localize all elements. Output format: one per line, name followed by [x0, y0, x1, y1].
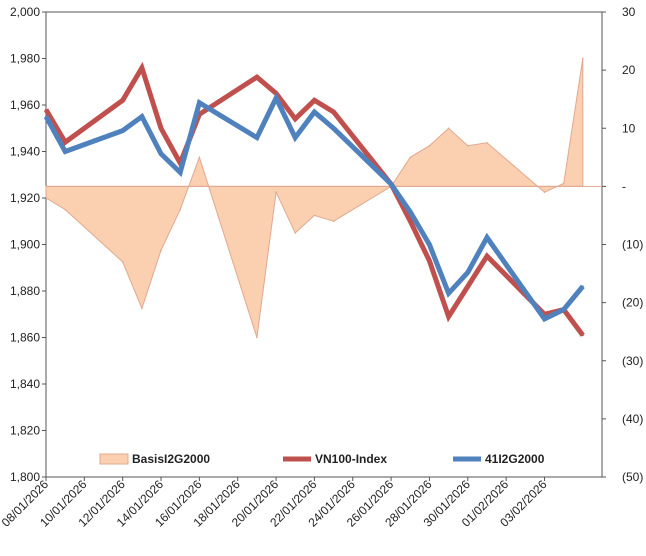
basis-point-11 [332, 220, 335, 222]
y-right-tick-label-1: (40) [622, 412, 643, 426]
basis-point-18 [543, 191, 546, 193]
basis-point-13 [409, 156, 412, 159]
y-left-tick-label-10: 2,000 [10, 5, 40, 19]
y-left-tick-label-6: 1,920 [10, 191, 40, 205]
basis-point-6 [198, 156, 201, 159]
vn100-index-point-10 [313, 99, 316, 102]
basis-point-2 [121, 261, 124, 263]
41i2g2000-point-17 [486, 236, 488, 239]
vn100-index-point-9 [294, 117, 297, 120]
y-left-tick-label-8: 1,960 [10, 98, 40, 112]
41i2g2000-point-9 [294, 136, 297, 139]
y-left-tick-label-4: 1,880 [10, 284, 40, 298]
41i2g2000-point-16 [466, 271, 469, 274]
y-left-tick-label-0: 1,800 [10, 470, 40, 484]
y-right-tick-label-4: (10) [622, 238, 643, 252]
41i2g2000-point-7 [255, 136, 258, 139]
vn100-index-point-19 [581, 334, 584, 337]
basis-point-20 [582, 57, 584, 60]
vn100-index-point-0 [45, 108, 47, 111]
vn100-index-point-3 [140, 66, 143, 69]
legend-label-vn100-index: VN100-Index [315, 452, 387, 466]
41i2g2000-point-18 [543, 317, 546, 320]
basis-point-8 [275, 191, 277, 193]
vn100-index-point-7 [255, 76, 258, 79]
41i2g2000-point-3 [140, 115, 143, 118]
41i2g2000-point-13 [409, 211, 412, 213]
y-right-tick-label-7: 20 [622, 63, 636, 77]
y-left-tick-label-2: 1,840 [10, 377, 40, 391]
41i2g2000-point-11 [332, 127, 335, 130]
axes: 1,800 1,820 1,840 1,860 1,880 1,900 1,920 1,940… [0, 5, 643, 530]
legend: BasisI2G2000 VN100-Index 41I2G2000 [99, 452, 545, 466]
basis-point-4 [160, 249, 162, 252]
basis-point-3 [141, 307, 143, 310]
legend-swatch-basisi2g2000 [99, 453, 129, 465]
basis-point-15 [447, 127, 450, 130]
line-series-layer [43, 61, 585, 337]
41i2g2000-point-2 [121, 129, 124, 132]
vn100-index-point-15 [447, 315, 450, 318]
y-left-tick-label-1: 1,820 [10, 424, 40, 438]
basis-point-7 [256, 336, 258, 339]
basis-point-1 [64, 208, 66, 211]
basis-point-17 [486, 142, 488, 144]
41i2g2000-point-6 [198, 101, 201, 104]
basis-point-19 [562, 182, 565, 185]
41i2g2000-point-4 [160, 152, 162, 155]
vn100-index-point-2 [121, 99, 124, 102]
y-left-tick-label-5: 1,900 [10, 238, 40, 252]
y-right-tick-label-5: - [622, 179, 626, 193]
basis-area [45, 58, 584, 338]
vn100-index-point-11 [332, 111, 335, 113]
basis-area-series [45, 57, 602, 339]
y-right-tick-label-0: (50) [622, 470, 643, 484]
y-right-tick-label-6: 10 [622, 121, 636, 135]
y-right-tick-label-2: (30) [622, 354, 643, 368]
y-left-tick-label-7: 1,940 [10, 145, 40, 159]
y-left-tick-label-3: 1,860 [10, 331, 40, 345]
vn100-index-point-1 [64, 141, 67, 144]
basis-point-14 [428, 144, 431, 147]
41i2g2000-point-20 [581, 285, 584, 288]
basis-point-5 [179, 208, 181, 211]
vn100-index-point-16 [486, 255, 488, 258]
vn100-index-point-14 [428, 259, 431, 262]
41i2g2000-point-12 [390, 183, 393, 186]
41i2g2000-point-8 [275, 97, 278, 99]
y-right-tick-label-8: 30 [622, 5, 636, 19]
vn100-index-point-4 [160, 127, 162, 130]
legend-label-41i2g2000: 41I2G2000 [485, 452, 545, 466]
basis-point-9 [294, 232, 297, 234]
41i2g2000-point-5 [179, 171, 182, 174]
y-left-tick-label-9: 1,980 [10, 52, 40, 66]
basis-point-10 [313, 214, 316, 217]
41i2g2000-point-10 [313, 111, 316, 113]
41i2g2000-point-14 [428, 243, 431, 246]
41i2g2000-point-0 [45, 115, 47, 118]
41i2g2000-point-15 [447, 292, 450, 295]
y-right-tick-label-3: (20) [622, 296, 643, 310]
41i2g2000-point-19 [562, 308, 565, 311]
basis-point-16 [467, 144, 469, 147]
legend-label-basisi2g2000: BasisI2G2000 [132, 452, 210, 466]
vn100-index-point-13 [409, 220, 412, 223]
41i2g2000-point-1 [64, 150, 67, 153]
vn100-index-line [43, 61, 585, 337]
